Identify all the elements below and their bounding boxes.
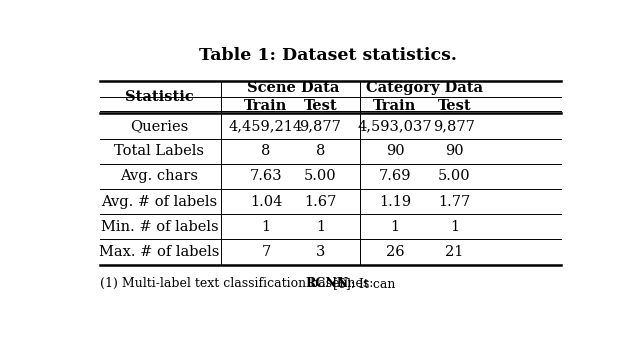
Text: Avg. chars: Avg. chars bbox=[120, 169, 198, 184]
Text: Queries: Queries bbox=[130, 119, 189, 133]
Text: 90: 90 bbox=[386, 144, 404, 158]
Text: 5.00: 5.00 bbox=[438, 169, 471, 184]
Text: Category Data: Category Data bbox=[366, 81, 483, 95]
Text: [6]: It can: [6]: It can bbox=[330, 277, 396, 290]
Text: Train: Train bbox=[244, 99, 287, 114]
Text: Min. # of labels: Min. # of labels bbox=[100, 220, 218, 234]
Text: 7.63: 7.63 bbox=[250, 169, 282, 184]
Text: 90: 90 bbox=[445, 144, 464, 158]
Text: 4,593,037: 4,593,037 bbox=[358, 119, 432, 133]
Text: Avg. # of labels: Avg. # of labels bbox=[101, 194, 218, 209]
Text: Table 1: Dataset statistics.: Table 1: Dataset statistics. bbox=[199, 47, 457, 64]
Text: 7.69: 7.69 bbox=[379, 169, 412, 184]
Text: 8: 8 bbox=[261, 144, 271, 158]
Text: 5.00: 5.00 bbox=[304, 169, 337, 184]
Text: 26: 26 bbox=[386, 245, 404, 259]
Text: 1: 1 bbox=[390, 220, 399, 234]
Text: Test: Test bbox=[304, 99, 337, 114]
Text: 7: 7 bbox=[261, 245, 271, 259]
Text: 1: 1 bbox=[450, 220, 459, 234]
Text: Statistic: Statistic bbox=[125, 90, 194, 104]
Text: 1.04: 1.04 bbox=[250, 194, 282, 209]
Text: Scene Data: Scene Data bbox=[247, 81, 339, 95]
Text: 1: 1 bbox=[261, 220, 271, 234]
Text: (1) Multi-label text classification baselines:: (1) Multi-label text classification base… bbox=[100, 277, 377, 290]
Text: Total Labels: Total Labels bbox=[115, 144, 204, 158]
Text: 1.77: 1.77 bbox=[438, 194, 470, 209]
Text: Test: Test bbox=[438, 99, 471, 114]
Text: 9,877: 9,877 bbox=[300, 119, 342, 133]
Text: 8: 8 bbox=[316, 144, 325, 158]
Text: Train: Train bbox=[373, 99, 417, 114]
Text: 3: 3 bbox=[316, 245, 325, 259]
Text: Max. # of labels: Max. # of labels bbox=[99, 245, 220, 259]
Text: 1.67: 1.67 bbox=[305, 194, 337, 209]
Text: 4,459,214: 4,459,214 bbox=[229, 119, 303, 133]
Text: 9,877: 9,877 bbox=[433, 119, 476, 133]
Text: 21: 21 bbox=[445, 245, 463, 259]
Text: 1.19: 1.19 bbox=[379, 194, 411, 209]
Text: 1: 1 bbox=[316, 220, 325, 234]
Text: RCNN: RCNN bbox=[306, 277, 349, 290]
